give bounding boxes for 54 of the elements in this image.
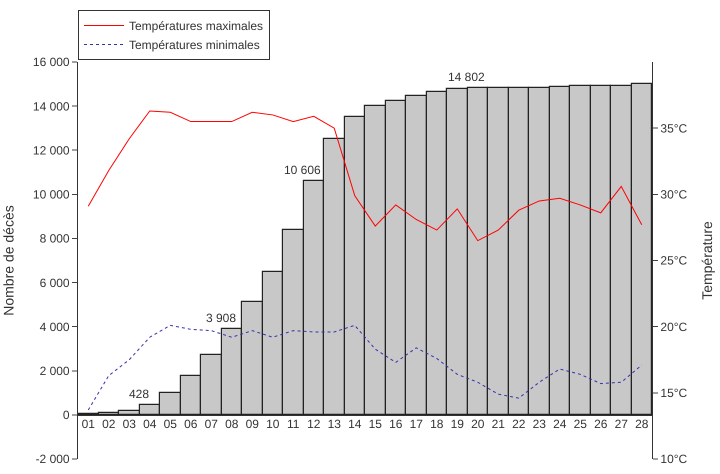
x-tick-label: 26 (594, 416, 608, 431)
y-tick-label: 4 000 (40, 320, 70, 334)
x-tick-label: 28 (635, 416, 649, 431)
y-tick-label: 8 000 (40, 232, 70, 246)
data-label: 3 908 (206, 311, 236, 325)
x-tick-label: 21 (492, 416, 506, 431)
x-tick-label: 06 (184, 416, 198, 431)
y2-tick-label: 35°C (660, 121, 688, 136)
x-tick-label: 18 (430, 416, 444, 431)
x-tick-label: 22 (512, 416, 526, 431)
x-tick-label: 10 (266, 416, 280, 431)
y-tick-label: 10 000 (32, 188, 70, 202)
y-tick-label: 2 000 (40, 364, 70, 378)
x-tick-label: 11 (287, 416, 300, 431)
y2-tick-label: 10°C (660, 452, 688, 466)
x-tick-label: 09 (246, 416, 260, 431)
x-tick-label: 03 (122, 416, 136, 431)
legend-label: Températures maximales (129, 19, 264, 34)
y-tick-label: -2 000 (36, 452, 70, 466)
x-tick-label: 23 (532, 416, 546, 431)
x-tick-label: 07 (204, 416, 218, 431)
x-tick-label: 12 (307, 416, 321, 431)
x-tick-label: 13 (328, 416, 342, 431)
line-series (88, 110, 642, 242)
x-tick-label: 17 (410, 416, 424, 431)
line-series (88, 324, 642, 411)
x-tick-label: 08 (225, 416, 239, 431)
x-tick-label: 01 (82, 416, 96, 431)
data-label: 14 802 (448, 70, 486, 84)
y-tick-label: 0 (62, 408, 70, 422)
x-tick-label: 05 (164, 416, 178, 431)
y2-tick-label: 15°C (660, 386, 688, 400)
x-tick-label: 15 (368, 416, 382, 431)
x-tick-label: 27 (614, 416, 628, 431)
y-tick-label: 6 000 (40, 276, 70, 290)
y2-axis-title: Température (698, 220, 715, 300)
x-tick-label: 25 (574, 416, 588, 431)
x-tick-label: 19 (450, 416, 464, 431)
y2-tick-label: 30°C (660, 188, 688, 202)
x-tick-label: 20 (471, 416, 485, 431)
data-label: 428 (129, 387, 150, 401)
legend-label: Températures minimales (129, 38, 260, 52)
y2-tick-label: 25°C (660, 254, 688, 268)
y-tick-label: 16 000 (32, 55, 70, 70)
y2-tick-label: 20°C (660, 320, 688, 334)
y-tick-label: 14 000 (32, 99, 70, 114)
x-tick-label: 14 (348, 416, 362, 431)
x-tick-label: 04 (143, 416, 157, 431)
data-label: 10 606 (284, 163, 322, 177)
y-axis-title: Nombre de décès (0, 205, 16, 316)
x-tick-label: 16 (389, 416, 403, 431)
x-tick-label: 02 (102, 416, 116, 431)
x-tick-label: 24 (553, 416, 567, 431)
y-tick-label: 12 000 (32, 143, 70, 158)
